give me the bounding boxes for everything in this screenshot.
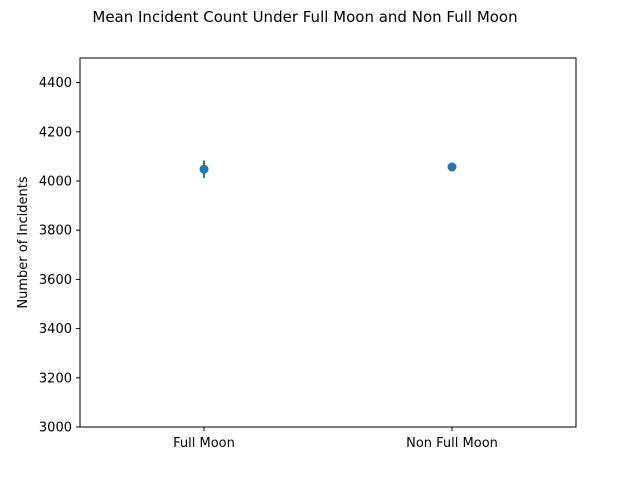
y-tick-label: 3600 [39, 273, 72, 288]
y-tick-label: 4200 [39, 125, 72, 140]
y-tick-label: 3800 [39, 224, 72, 239]
chart-title: Mean Incident Count Under Full Moon and … [92, 8, 517, 26]
data-point [199, 164, 209, 174]
plot-frame [79, 57, 577, 428]
y-tick-label: 3200 [39, 371, 72, 386]
x-tick-label: Full Moon [173, 436, 235, 451]
y-tick-label: 3000 [39, 421, 72, 436]
y-axis-label: Number of Incidents [16, 176, 31, 308]
y-tick-label: 4400 [39, 76, 72, 91]
y-tick-label: 3400 [39, 322, 72, 337]
plot-area: 3000 3200 3400 3600 3800 4000 4200 4400 Full Moo… [39, 57, 577, 451]
data-point [447, 162, 457, 172]
x-tick-label: Non Full Moon [406, 436, 498, 451]
y-tick-label: 4000 [39, 175, 72, 190]
